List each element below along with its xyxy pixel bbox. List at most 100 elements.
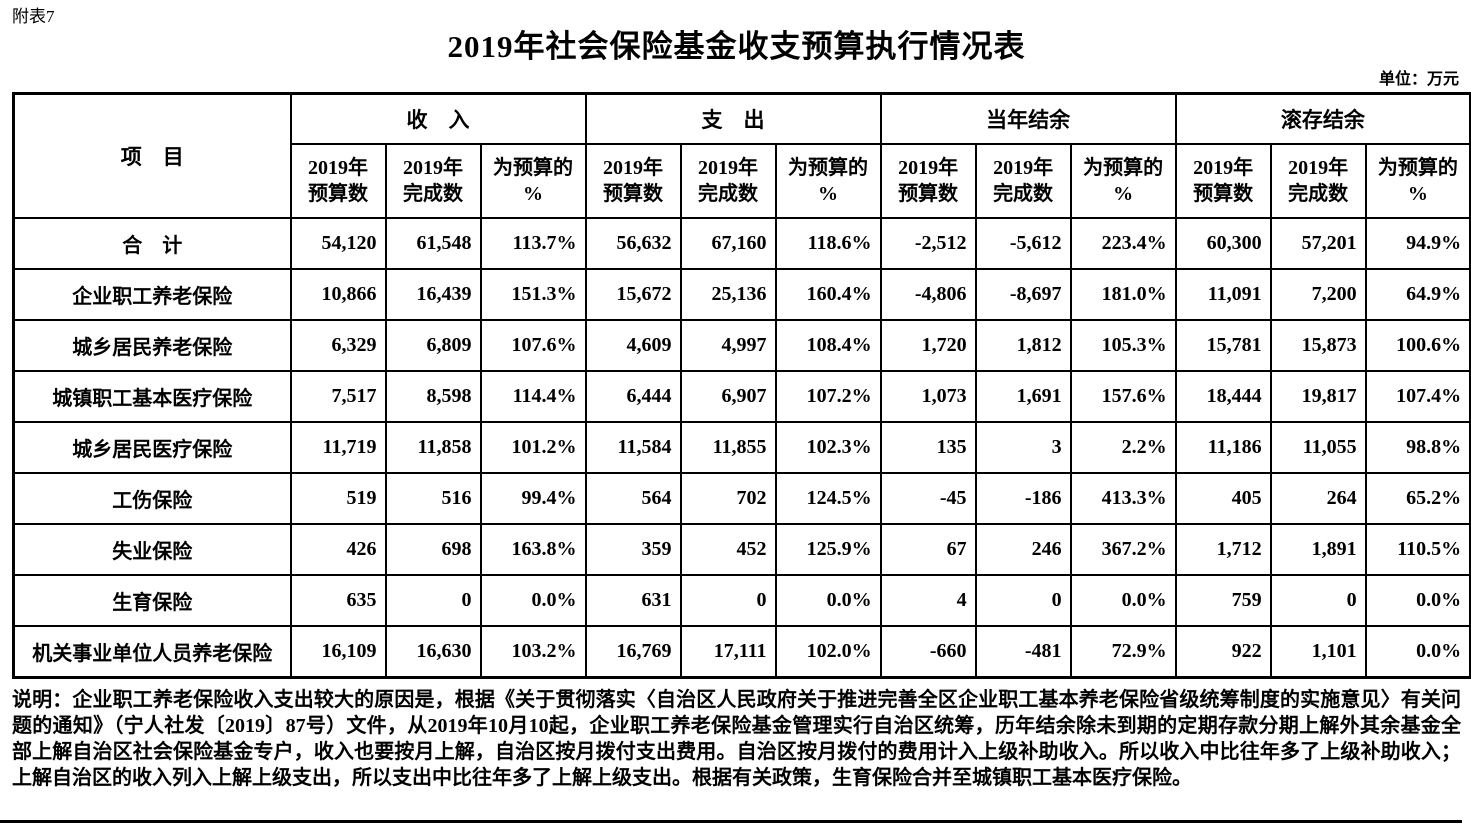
row-value-cell: 3 xyxy=(974,421,1072,474)
group-header-expenditure: 支 出 xyxy=(584,92,882,145)
table-row: 失业保险 426 698 163.8% 359 452 125.9% 67 246 367.2% 1… xyxy=(12,523,1471,576)
row-value-cell: 19,817 xyxy=(1269,370,1367,423)
row-value-cell: 11,719 xyxy=(289,421,387,474)
row-value-cell: 15,873 xyxy=(1269,319,1367,372)
table-header-group-row: 项 目 收 入 支 出 当年结余 滚存结余 xyxy=(12,92,1471,219)
row-value-cell: 413.3% xyxy=(1069,472,1177,525)
row-value-cell: 151.3% xyxy=(479,268,587,321)
row-value-cell: 0 xyxy=(1269,574,1367,627)
row-value-cell: 4 xyxy=(879,574,977,627)
sub-header-budget: 2019年 预算数 xyxy=(584,143,682,219)
row-item-label: 城镇职工基本医疗保险 xyxy=(12,370,292,423)
row-value-cell: 922 xyxy=(1174,625,1272,679)
row-value-cell: 564 xyxy=(584,472,682,525)
row-value-cell: 100.6% xyxy=(1364,319,1471,372)
table-row: 工伤保险 519 516 99.4% 564 702 124.5% -45 -186 413.3%… xyxy=(12,472,1471,525)
row-value-cell: 8,598 xyxy=(384,370,482,423)
row-value-cell: 6,329 xyxy=(289,319,387,372)
row-value-cell: 101.2% xyxy=(479,421,587,474)
table-row: 城镇职工基本医疗保险 7,517 8,598 114.4% 6,444 6,907 107.… xyxy=(12,370,1471,423)
item-column-header: 项 目 xyxy=(12,92,292,219)
row-item-label: 生育保险 xyxy=(12,574,292,627)
row-item-label: 合 计 xyxy=(12,217,292,270)
row-value-cell: 6,444 xyxy=(584,370,682,423)
row-value-cell: 102.3% xyxy=(774,421,882,474)
row-value-cell: 54,120 xyxy=(289,217,387,270)
row-value-cell: 135 xyxy=(879,421,977,474)
row-value-cell: 519 xyxy=(289,472,387,525)
row-value-cell: 15,672 xyxy=(584,268,682,321)
row-value-cell: 110.5% xyxy=(1364,523,1471,576)
row-value-cell: 359 xyxy=(584,523,682,576)
row-value-cell: -4,806 xyxy=(879,268,977,321)
table-row: 生育保险 635 0 0.0% 631 0 0.0% 4 0 0.0% 759 0 0.0% xyxy=(12,574,1471,627)
row-value-cell: -8,697 xyxy=(974,268,1072,321)
row-value-cell: 1,720 xyxy=(879,319,977,372)
row-value-cell: 64.9% xyxy=(1364,268,1471,321)
row-value-cell: 11,858 xyxy=(384,421,482,474)
explanation-note: 说明：企业职工养老保险收入支出较大的原因是，根据《关于贯彻落实〈自治区人民政府关… xyxy=(12,689,1461,789)
row-value-cell: 0.0% xyxy=(479,574,587,627)
row-value-cell: 125.9% xyxy=(774,523,882,576)
row-value-cell: 11,091 xyxy=(1174,268,1272,321)
table-row: 机关事业单位人员养老保险 16,109 16,630 103.2% 16,769 17,1… xyxy=(12,625,1471,679)
sub-header-percent-of-budget: 为预算的 % xyxy=(1069,143,1177,219)
row-value-cell: 4,997 xyxy=(679,319,777,372)
sub-header-completed: 2019年 完成数 xyxy=(679,143,777,219)
row-value-cell: 65.2% xyxy=(1364,472,1471,525)
row-item-label: 工伤保险 xyxy=(12,472,292,525)
row-value-cell: 631 xyxy=(584,574,682,627)
row-value-cell: 57,201 xyxy=(1269,217,1367,270)
row-value-cell: 103.2% xyxy=(479,625,587,679)
row-value-cell: 72.9% xyxy=(1069,625,1177,679)
row-value-cell: 0 xyxy=(679,574,777,627)
row-value-cell: 405 xyxy=(1174,472,1272,525)
row-item-label: 机关事业单位人员养老保险 xyxy=(12,625,292,679)
row-value-cell: 18,444 xyxy=(1174,370,1272,423)
row-value-cell: 0 xyxy=(384,574,482,627)
row-value-cell: 452 xyxy=(679,523,777,576)
row-value-cell: 7,200 xyxy=(1269,268,1367,321)
sub-header-percent-of-budget: 为预算的 % xyxy=(1364,143,1471,219)
row-value-cell: 67,160 xyxy=(679,217,777,270)
row-item-label: 企业职工养老保险 xyxy=(12,268,292,321)
row-value-cell: 114.4% xyxy=(479,370,587,423)
row-value-cell: 7,517 xyxy=(289,370,387,423)
row-value-cell: 0.0% xyxy=(1069,574,1177,627)
row-value-cell: 16,439 xyxy=(384,268,482,321)
row-value-cell: 698 xyxy=(384,523,482,576)
table-header-sub-row: 2019年 预算数 2019年 完成数 为预算的 % 2019年 预算数 201… xyxy=(14,143,1471,219)
bottom-divider xyxy=(0,820,1462,823)
row-value-cell: 118.6% xyxy=(774,217,882,270)
row-value-cell: 98.8% xyxy=(1364,421,1471,474)
row-value-cell: 1,812 xyxy=(974,319,1072,372)
row-value-cell: 246 xyxy=(974,523,1072,576)
row-item-label: 城乡居民医疗保险 xyxy=(12,421,292,474)
row-item-label: 城乡居民养老保险 xyxy=(12,319,292,372)
row-value-cell: 6,907 xyxy=(679,370,777,423)
row-value-cell: -5,612 xyxy=(974,217,1072,270)
row-value-cell: 15,781 xyxy=(1174,319,1272,372)
row-value-cell: 702 xyxy=(679,472,777,525)
row-value-cell: 16,630 xyxy=(384,625,482,679)
row-value-cell: -45 xyxy=(879,472,977,525)
row-value-cell: 107.4% xyxy=(1364,370,1471,423)
row-value-cell: 102.0% xyxy=(774,625,882,679)
row-value-cell: 4,609 xyxy=(584,319,682,372)
row-value-cell: 1,691 xyxy=(974,370,1072,423)
row-value-cell: 107.6% xyxy=(479,319,587,372)
row-item-label: 失业保险 xyxy=(12,523,292,576)
row-value-cell: 67 xyxy=(879,523,977,576)
page-title: 2019年社会保险基金收支预算执行情况表 xyxy=(447,29,1026,64)
sub-header-budget: 2019年 预算数 xyxy=(289,143,387,219)
row-value-cell: -481 xyxy=(974,625,1072,679)
row-value-cell: -660 xyxy=(879,625,977,679)
row-value-cell: 108.4% xyxy=(774,319,882,372)
row-value-cell: 759 xyxy=(1174,574,1272,627)
row-value-cell: 0.0% xyxy=(774,574,882,627)
row-value-cell: -186 xyxy=(974,472,1072,525)
group-header-accumulated-balance: 滚存结余 xyxy=(1174,92,1471,145)
row-value-cell: -2,512 xyxy=(879,217,977,270)
row-value-cell: 2.2% xyxy=(1069,421,1177,474)
sub-header-budget: 2019年 预算数 xyxy=(1174,143,1272,219)
